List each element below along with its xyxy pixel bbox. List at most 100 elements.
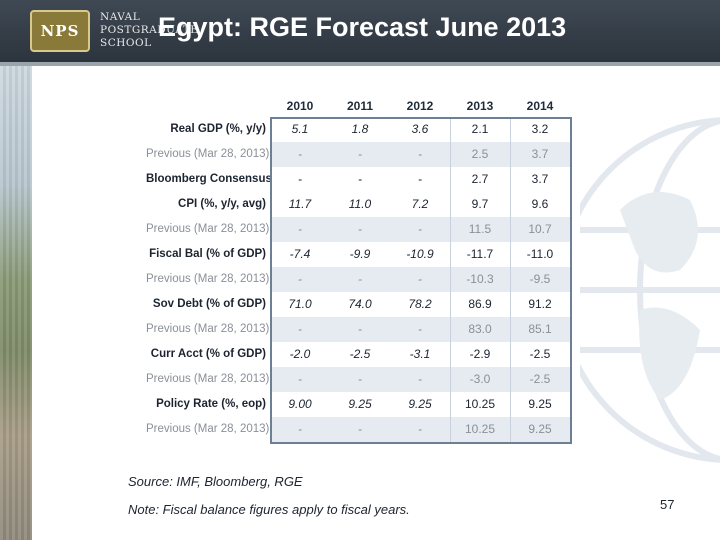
table-cell: - (418, 172, 422, 186)
table-cell: -2.0 (289, 347, 311, 361)
table-cell: -2.5 (529, 347, 551, 361)
table-cell: 83.0 (468, 322, 492, 336)
row-label: Previous (Mar 28, 2013) (146, 323, 270, 335)
table-cell: 9.00 (288, 397, 312, 411)
table-cell: 3.6 (411, 122, 429, 136)
table-row: Previous (Mar 28, 2013) - - - 2.5 3.7 (146, 142, 572, 167)
page-number: 57 (660, 497, 675, 512)
table-row: Previous (Mar 28, 2013) - - - 11.5 10.7 (146, 217, 572, 242)
year-header: 2012 (406, 99, 434, 113)
table-cell: - (298, 147, 302, 161)
table-frame (270, 117, 572, 444)
row-label: Sov Debt (% of GDP) (152, 298, 266, 310)
row-label: Bloomberg Consensus (146, 173, 272, 185)
table-cell: 10.7 (528, 222, 552, 236)
table-cell: 78.2 (408, 297, 432, 311)
table-cell: -3.1 (409, 347, 431, 361)
row-label: Previous (Mar 28, 2013) (146, 423, 270, 435)
table-cell: -2.5 (349, 347, 371, 361)
table-cell: 85.1 (528, 322, 552, 336)
table-cell: - (298, 422, 302, 436)
year-header: 2013 (466, 99, 494, 113)
table-cell: - (298, 322, 302, 336)
table-cell: 2.1 (471, 122, 489, 136)
table-cell: 74.0 (348, 297, 372, 311)
row-label: Previous (Mar 28, 2013) (146, 373, 270, 385)
row-band (270, 192, 570, 217)
table-cell: 71.0 (288, 297, 312, 311)
table-cell: 11.0 (348, 197, 372, 211)
row-band (270, 342, 570, 367)
table-cell: -11.7 (466, 247, 494, 261)
table-cell: 3.2 (531, 122, 549, 136)
table-cell: 9.7 (471, 197, 489, 211)
table-cell: - (298, 172, 302, 186)
table-cell: -3.0 (469, 372, 491, 386)
row-label: CPI (%, y/y, avg) (178, 198, 266, 210)
table-cell: - (418, 272, 422, 286)
table-cell: - (418, 222, 422, 236)
logo-text: NAVAL POSTGRADUATE SCHOOL (100, 11, 198, 50)
row-band (270, 292, 570, 317)
logo-line: NAVAL (100, 11, 141, 23)
row-band (270, 142, 570, 167)
year-header: 2011 (346, 99, 374, 113)
row-label: Fiscal Bal (% of GDP) (149, 248, 266, 260)
table-row: Previous (Mar 28, 2013) - - - -10.3 -9.5 (146, 267, 572, 292)
table-cell: -11.0 (526, 247, 554, 261)
table-row: Previous (Mar 28, 2013) - - - 10.25 9.25 (146, 417, 572, 442)
table-cell: - (298, 222, 302, 236)
table-cell: - (358, 322, 362, 336)
table-cell: -9.5 (529, 272, 551, 286)
nps-badge: NPS (30, 10, 90, 52)
table-cell: 2.7 (471, 172, 489, 186)
table-cell: -7.4 (289, 247, 311, 261)
table-cell: 10.25 (464, 422, 496, 436)
table-cell: - (358, 147, 362, 161)
year-header: 2014 (526, 99, 554, 113)
row-label: Previous (Mar 28, 2013) (146, 273, 270, 285)
row-label: Policy Rate (%, eop) (156, 398, 266, 410)
table-cell: 9.25 (528, 397, 552, 411)
table-cell: 1.8 (351, 122, 369, 136)
year-header: 2010 (286, 99, 314, 113)
table-cell: - (358, 172, 362, 186)
logo-line: POSTGRADUATE (100, 24, 199, 36)
table-cell: 3.7 (531, 147, 549, 161)
table-cell: - (418, 422, 422, 436)
table-cell: 91.2 (528, 297, 552, 311)
slide-title: Egypt: RGE Forecast June 2013 (158, 12, 567, 42)
table-cell: - (358, 222, 362, 236)
table-row: Sov Debt (% of GDP) 71.0 74.0 78.2 86.9 91.2 (146, 292, 572, 317)
table-row: Fiscal Bal (% of GDP) -7.4 -9.9 -10.9 -11.7 -… (146, 242, 572, 267)
table-cell: 5.1 (291, 122, 309, 136)
table-cell: - (358, 372, 362, 386)
table-cell: 11.7 (288, 197, 312, 211)
table-row: Bloomberg Consensus - - - 2.7 3.7 (146, 167, 572, 192)
globe-watermark-icon (580, 117, 720, 463)
row-band (270, 317, 570, 342)
table-row: Curr Acct (% of GDP) -2.0 -2.5 -3.1 -2.9 -2.5 (146, 342, 572, 367)
table-cell: -10.9 (406, 247, 434, 261)
table-row: Real GDP (%, y/y) 5.1 1.8 3.6 2.1 3.2 (146, 117, 572, 142)
table-cell: - (418, 372, 422, 386)
table-cell: - (298, 272, 302, 286)
row-band (270, 217, 570, 242)
table-cell: 11.5 (468, 222, 492, 236)
table-row: Previous (Mar 28, 2013) - - - 83.0 85.1 (146, 317, 572, 342)
row-label: Real GDP (%, y/y) (170, 123, 266, 135)
table-cell: 7.2 (411, 197, 429, 211)
table-cell: 3.7 (531, 172, 549, 186)
source-note: Source: IMF, Bloomberg, RGE (128, 474, 303, 489)
row-band (270, 392, 570, 417)
table-cell: -2.5 (529, 372, 551, 386)
row-band (270, 242, 570, 267)
campus-photo-strip (0, 66, 32, 540)
row-band (270, 167, 570, 192)
table-cell: 9.25 (528, 422, 552, 436)
row-band (270, 267, 570, 292)
table-cell: - (418, 322, 422, 336)
table-cell: -2.9 (469, 347, 491, 361)
logo-line: SCHOOL (100, 37, 152, 49)
column-divider (510, 117, 511, 442)
